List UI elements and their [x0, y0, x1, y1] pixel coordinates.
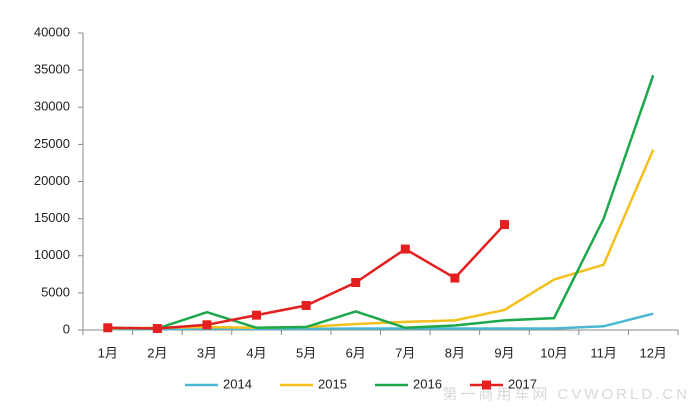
x-tick-label: 2月	[147, 345, 167, 360]
x-tick-label: 3月	[197, 345, 217, 360]
y-tick-label: 5000	[41, 284, 70, 299]
x-tick-label: 9月	[494, 345, 514, 360]
legend-label: 2015	[318, 376, 347, 391]
y-tick-label: 40000	[34, 24, 70, 39]
point-marker	[202, 320, 212, 330]
series-line	[107, 149, 655, 330]
x-tick-label: 8月	[445, 345, 465, 360]
x-tick-label: 12月	[639, 345, 666, 360]
x-tick-label: 1月	[98, 345, 118, 360]
legend-label: 2014	[223, 376, 252, 391]
point-marker	[252, 310, 262, 320]
x-tick-label: 10月	[540, 345, 567, 360]
watermark: 第一商用车网 CVWORLD.CN	[442, 385, 690, 403]
series-line	[107, 223, 506, 330]
point-marker	[499, 220, 509, 230]
y-tick-label: 0	[63, 321, 70, 336]
x-tick-label: 4月	[246, 345, 266, 360]
series-line	[107, 312, 654, 331]
legend-label: 2017	[508, 376, 537, 391]
x-tick-label: 5月	[296, 345, 316, 360]
y-tick-label: 25000	[34, 136, 70, 151]
point-marker	[152, 324, 162, 334]
point-marker	[400, 244, 410, 254]
y-tick-label: 15000	[34, 210, 70, 225]
point-marker	[450, 273, 460, 283]
series-line	[107, 74, 655, 330]
y-tick-label: 20000	[34, 173, 70, 188]
point-marker	[301, 300, 311, 310]
point-marker	[351, 277, 361, 287]
x-tick-label: 11月	[590, 345, 617, 360]
y-tick-label: 35000	[34, 62, 70, 77]
point-marker	[103, 323, 113, 333]
y-tick-label: 30000	[34, 99, 70, 114]
x-tick-label: 7月	[395, 345, 415, 360]
y-tick-label: 10000	[34, 247, 70, 262]
legend-label: 2016	[413, 376, 442, 391]
legend-marker	[482, 380, 491, 390]
x-tick-label: 6月	[346, 345, 366, 360]
